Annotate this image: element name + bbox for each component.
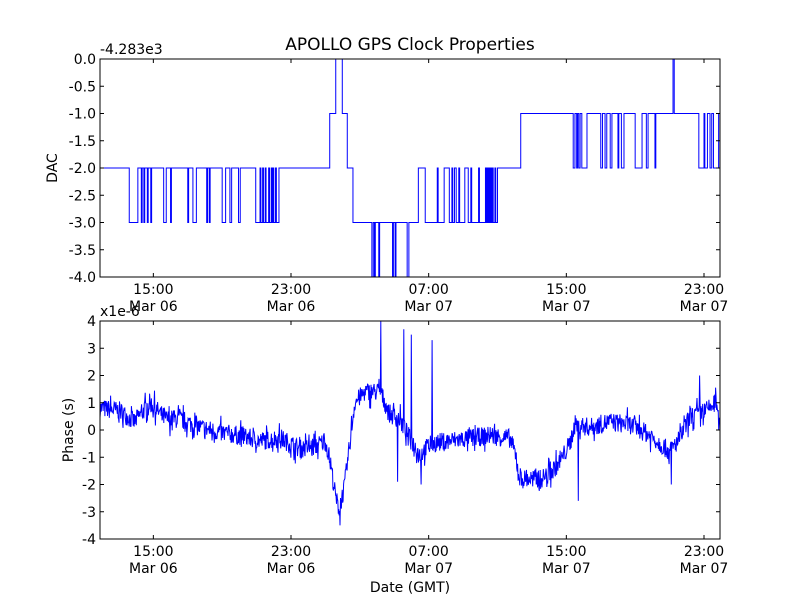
- y-tick-label: -1.0: [69, 107, 96, 123]
- x-tick-label: Mar 07: [680, 561, 729, 577]
- chart-title: APOLLO GPS Clock Properties: [285, 35, 535, 55]
- x-tick-label: 07:00: [408, 544, 448, 560]
- x-tick-label: 23:00: [684, 282, 724, 298]
- dac-series-line: [100, 59, 720, 277]
- y-tick-label: -2: [82, 478, 96, 494]
- x-tick-label: 23:00: [271, 282, 311, 298]
- y-tick-label: -3.0: [69, 216, 96, 232]
- y-tick-label: -3.5: [69, 243, 96, 259]
- y-tick-label: -4.0: [69, 270, 96, 286]
- phase-axes: x1e-6 Phase (s) Date (GMT) 4 3 2 1 0 -1 -2 -3 -4…: [61, 304, 728, 596]
- x-tick-label: Mar 07: [542, 561, 591, 577]
- y-tick-label: 3: [87, 341, 96, 357]
- y-tick-label: -3: [82, 505, 96, 521]
- dac-ylabel: DAC: [45, 153, 61, 183]
- x-tick-label: Mar 06: [267, 561, 316, 577]
- y-tick-label: -0.5: [69, 79, 96, 95]
- y-tick-label: -1: [82, 450, 96, 466]
- y-tick-label: 1: [87, 396, 96, 412]
- x-tick-label: 15:00: [133, 544, 173, 560]
- x-tick-label: 23:00: [684, 544, 724, 560]
- phase-xlabel: Date (GMT): [370, 580, 450, 596]
- y-tick-label: 0.0: [74, 52, 96, 68]
- x-tick-label: Mar 07: [542, 299, 591, 315]
- x-tick-label: Mar 07: [680, 299, 729, 315]
- x-tick-label: Mar 06: [129, 561, 178, 577]
- phase-offset-text: x1e-6: [100, 304, 140, 320]
- x-tick-label: Mar 07: [404, 299, 453, 315]
- phase-series-line: [100, 321, 720, 526]
- y-tick-label: 4: [87, 314, 96, 330]
- x-tick-label: 15:00: [133, 282, 173, 298]
- x-tick-label: Mar 06: [267, 299, 316, 315]
- x-tick-label: 07:00: [408, 282, 448, 298]
- x-tick-label: Mar 06: [129, 299, 178, 315]
- dac-axes: -4.283e3 DAC 0.0 -0.5 -1.0 -1.5 -2.0 -2.5 -3.0…: [45, 42, 728, 315]
- y-tick-label: -2.0: [69, 161, 96, 177]
- x-tick-label: 15:00: [546, 282, 586, 298]
- y-tick-label: -2.5: [69, 188, 96, 204]
- y-tick-label: -1.5: [69, 134, 96, 150]
- x-tick-label: 15:00: [546, 544, 586, 560]
- x-tick-label: 23:00: [271, 544, 311, 560]
- y-tick-label: 0: [87, 423, 96, 439]
- x-tick-label: Mar 07: [404, 561, 453, 577]
- phase-ylabel: Phase (s): [61, 398, 77, 462]
- y-tick-label: -4: [82, 532, 96, 548]
- y-tick-label: 2: [87, 369, 96, 385]
- dac-offset-text: -4.283e3: [100, 42, 163, 58]
